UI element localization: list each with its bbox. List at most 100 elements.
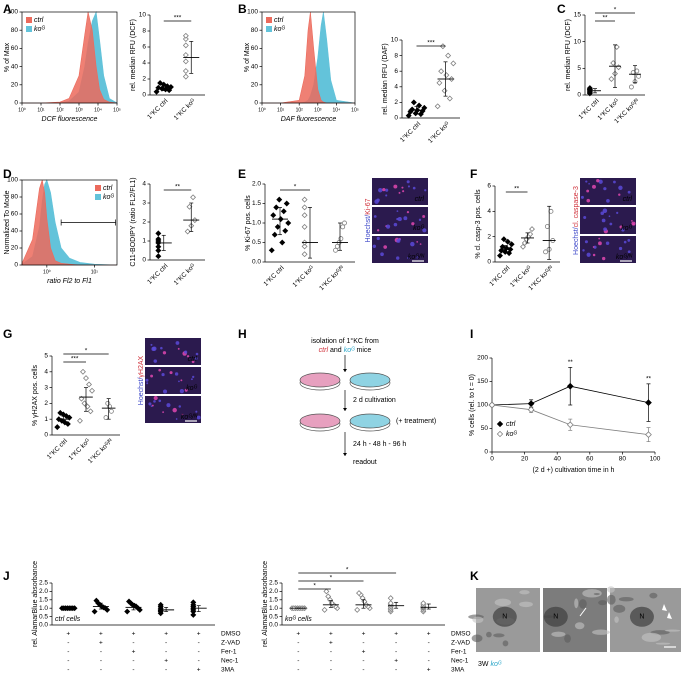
micrograph-label: koᴳ/ᴺ [616, 254, 633, 261]
x-tick-label: 10⁰ [258, 107, 266, 113]
treatment-name: Nec-1 [221, 658, 239, 665]
caption-part: koᴳ [491, 661, 502, 668]
treatment-cell: - [330, 667, 332, 674]
x-tick-label: 10⁵ [351, 107, 359, 113]
data-point [340, 224, 346, 230]
data-point [325, 593, 332, 600]
treatment-cell: + [197, 667, 201, 674]
y-tick-label: 40 [251, 63, 259, 70]
origin-part: koᴳ [344, 347, 355, 354]
data-point [387, 595, 394, 602]
y-axis-label: Normalized To Mode [4, 190, 11, 254]
y-axis-label: rel. AlamarBlue absorbance [32, 561, 39, 647]
nucleus [148, 402, 152, 406]
nucleus [396, 256, 400, 260]
y-tick-label: 8 [142, 28, 146, 35]
treatment-cell: - [362, 667, 364, 674]
y-tick-label: 0 [14, 262, 18, 269]
nucleus [378, 187, 383, 193]
nucleus [401, 186, 404, 189]
em-texture [574, 598, 579, 609]
legend-label: koᴳ [274, 26, 285, 33]
significance-label: ** [646, 376, 652, 383]
nucleus [583, 215, 587, 219]
nucleus [166, 403, 171, 408]
data-point [529, 226, 535, 233]
y-tick-label: 80 [11, 27, 19, 34]
y-axis-label: % of Max [4, 42, 11, 72]
treatment-cell: + [329, 631, 333, 638]
em-arrowhead [662, 604, 667, 611]
y-tick-label: 2 [487, 233, 491, 240]
nucleus [195, 410, 198, 413]
significance-label: *** [174, 15, 182, 22]
category-label: 1°KC ctrl [146, 97, 170, 121]
legend-swatch [266, 26, 272, 32]
nucleus [385, 224, 391, 229]
culture-dish-top [349, 372, 391, 388]
panel-letter: A [3, 2, 12, 16]
nucleus [619, 225, 623, 229]
y-axis-label: C11-BODIPY (ratio FL2/FL1) [130, 177, 137, 266]
y-tick-label: 20 [11, 82, 19, 89]
y-axis-label: rel. median RFU (DCF) [565, 19, 572, 91]
treatment-cell: - [297, 667, 299, 674]
panel-letter: D [3, 167, 12, 181]
nucleus [376, 236, 380, 241]
y-tick-label: 0.5 [269, 613, 278, 620]
data-point [636, 73, 642, 79]
significance-label: ** [514, 186, 520, 193]
y-axis-label: rel. AlamarBlue absorbance [262, 561, 269, 647]
scheme-heading: isolation of 1°KC from [311, 337, 379, 345]
data-point [301, 196, 308, 203]
data-point [279, 239, 286, 246]
x-tick-label: 10¹ [277, 107, 285, 113]
treatment-cell: + [427, 631, 431, 638]
arrow-head [343, 408, 347, 411]
nucleus [153, 396, 158, 401]
nucleus [385, 194, 388, 197]
data-point [182, 58, 189, 65]
y-tick-label: 0 [142, 92, 146, 99]
treatment-cell: - [395, 640, 397, 647]
y-tick-label: 6 [142, 44, 146, 51]
micrograph-label: ctrl [188, 356, 198, 363]
data-point [354, 606, 361, 613]
treatment-cell: - [100, 649, 102, 656]
nucleus [407, 256, 410, 260]
nucleus [600, 211, 605, 216]
y-tick-label: 1.0 [39, 605, 48, 612]
legend-label: ctrl [274, 17, 284, 24]
legend-label: ctrl [506, 421, 516, 428]
x-tick-label: 10¹ [91, 269, 99, 275]
em-texture [486, 631, 492, 638]
panel-letter: C [557, 2, 566, 16]
significance-label: ** [602, 15, 608, 22]
data-point [405, 112, 412, 119]
y-tick-label: 80 [11, 194, 19, 201]
treatment-cell: - [330, 658, 332, 665]
y-tick-label: 6 [487, 183, 491, 190]
data-point [443, 72, 450, 79]
nucleus [618, 185, 623, 190]
data-point [543, 249, 549, 255]
data-point [301, 204, 308, 211]
y-tick-label: 4 [44, 369, 48, 376]
micrograph-label: koᴳ [186, 385, 197, 392]
y-tick-label: 2.5 [269, 580, 278, 587]
nucleus [180, 379, 183, 382]
treatment-cell: - [198, 640, 200, 647]
series-line [491, 404, 649, 436]
y-axis-label: % of Max [244, 42, 251, 72]
treatment-cell: - [132, 667, 134, 674]
y-tick-label: 60 [251, 45, 259, 52]
nucleus [398, 238, 401, 241]
nucleus [618, 246, 623, 251]
y-tick-label: 1.5 [269, 597, 278, 604]
treatment-cell: + [99, 640, 103, 647]
stain-part: Ki-67 [365, 198, 372, 214]
x-tick-label: 20 [521, 456, 529, 463]
y-tick-label: 100 [7, 177, 18, 184]
x-tick-label: 40 [554, 456, 562, 463]
nucleus [195, 352, 199, 356]
